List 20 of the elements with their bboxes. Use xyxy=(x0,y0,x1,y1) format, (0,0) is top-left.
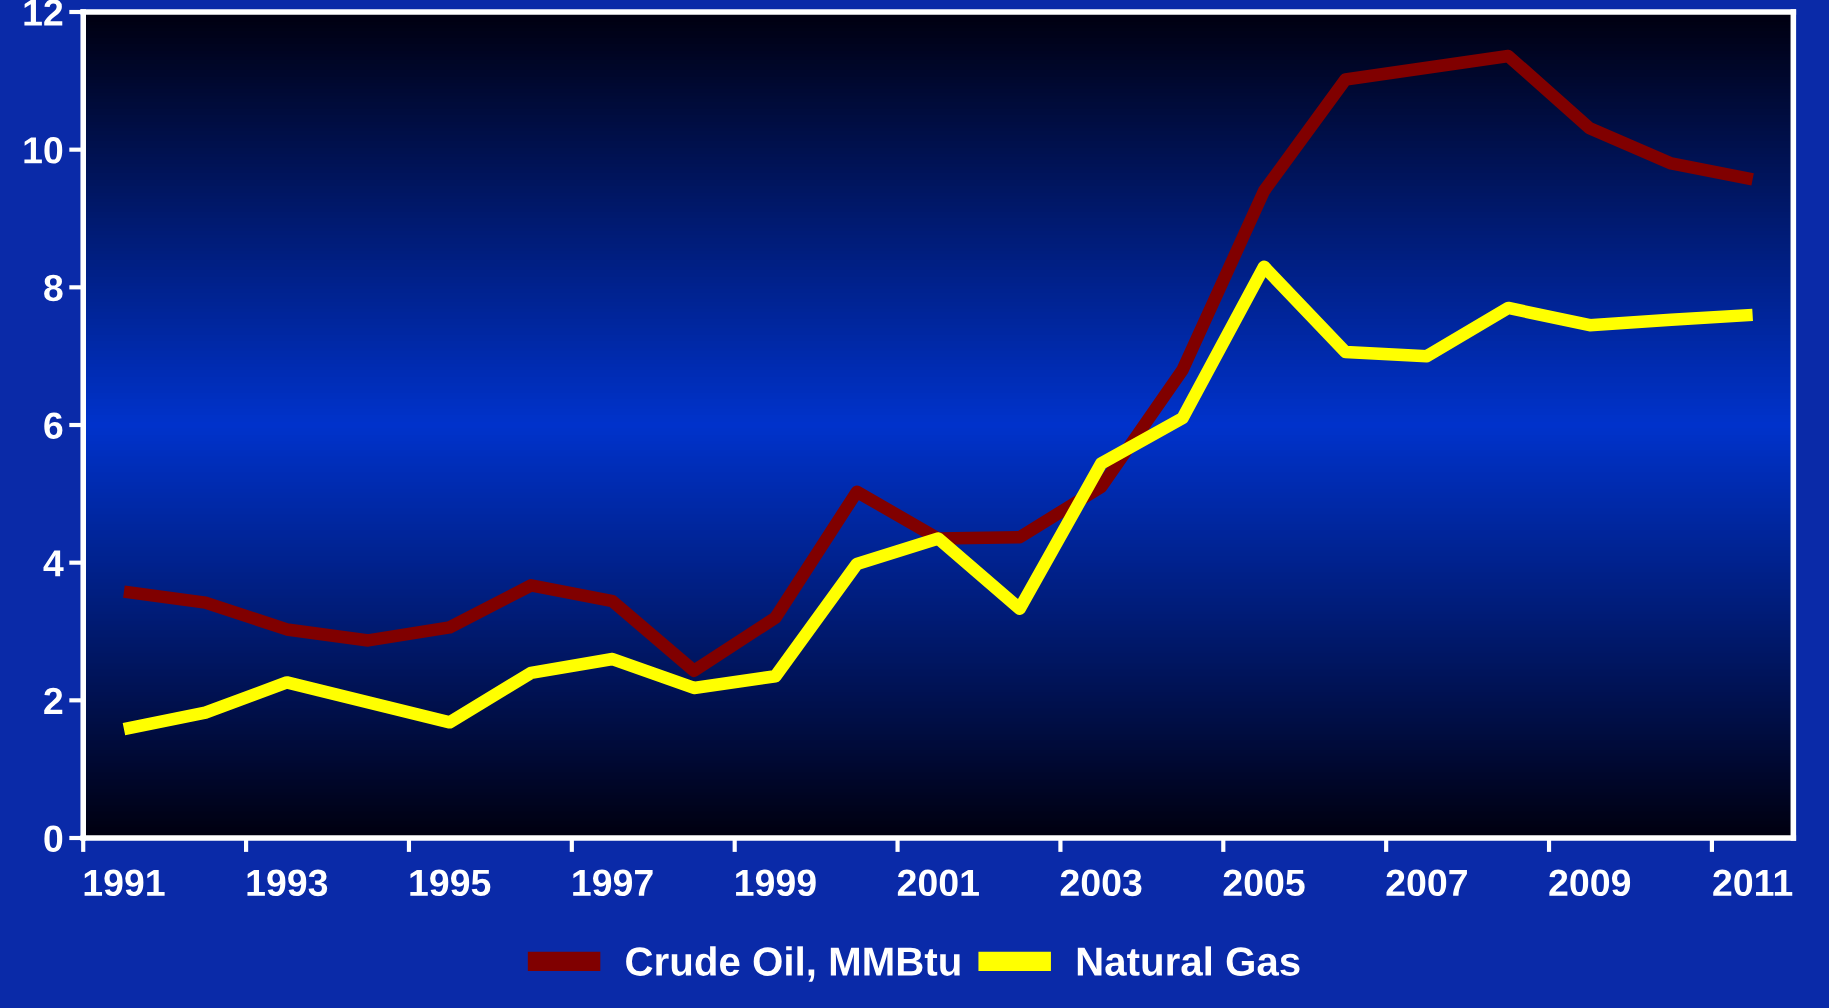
y-tick-label: 8 xyxy=(44,274,63,302)
y-tick-label: 0 xyxy=(44,825,63,852)
x-tick-label: 1993 xyxy=(247,869,328,897)
y-tick-label: 10 xyxy=(24,137,63,164)
y-tick-label: 2 xyxy=(44,687,63,714)
y-tick-label: 6 xyxy=(44,412,63,439)
x-tick-label: 1991 xyxy=(84,869,165,897)
x-tick-label: 2003 xyxy=(1060,869,1142,897)
x-tick-label: 2001 xyxy=(897,869,979,897)
x-tick-label: 2009 xyxy=(1549,869,1631,897)
x-tick-label: 1997 xyxy=(573,869,653,897)
x-tick-label: 2007 xyxy=(1386,869,1467,897)
legend-label: Natural Gas xyxy=(1077,946,1300,976)
legend-label: Crude Oil, MMBtu xyxy=(626,946,960,982)
y-tick-label: 4 xyxy=(43,550,64,577)
y-tick-label: 12 xyxy=(24,0,63,26)
x-tick-label: 2005 xyxy=(1223,869,1305,897)
x-tick-label: 2011 xyxy=(1713,869,1793,897)
x-tick-label: 1995 xyxy=(410,869,491,897)
x-tick-label: 1999 xyxy=(736,869,816,897)
